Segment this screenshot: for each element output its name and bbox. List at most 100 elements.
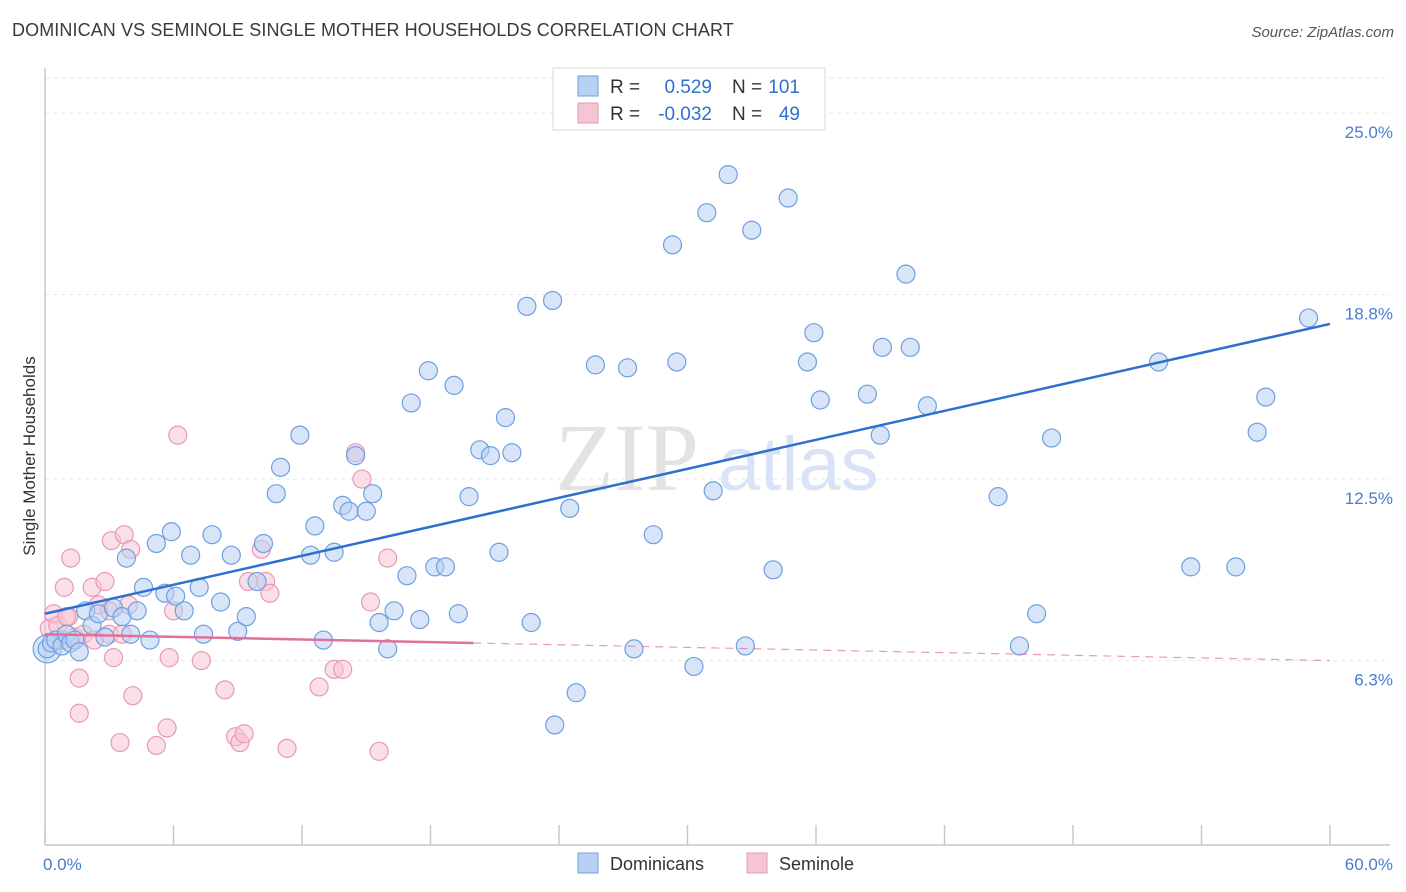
- seminole-point: [123, 686, 143, 706]
- dominicans-point: [146, 533, 166, 554]
- bottom-legend-seminole: Seminole: [779, 854, 854, 874]
- dominicans-point: [684, 656, 704, 677]
- seminole-point: [352, 469, 372, 489]
- dominicans-point: [418, 361, 438, 381]
- dominicans-point: [545, 715, 565, 735]
- dominicans-point: [305, 516, 325, 536]
- dominicans-point: [384, 601, 404, 621]
- seminole-point: [333, 659, 353, 679]
- dominicans-point: [1298, 308, 1319, 328]
- seminole-point: [215, 680, 235, 700]
- dominicans-point: [1026, 604, 1047, 624]
- seminole-point: [159, 648, 179, 668]
- watermark-atlas: atlas: [718, 422, 879, 507]
- y-tick-label: 12.5%: [1345, 489, 1393, 508]
- x-tick-label-max: 60.0%: [1345, 855, 1393, 874]
- dominicans-point: [624, 639, 644, 659]
- legend-r-value-2: -0.032: [658, 104, 712, 125]
- dominicans-point: [542, 290, 563, 311]
- dominicans-point: [667, 352, 687, 372]
- dominicans-point: [870, 425, 890, 445]
- trend-lines: [44, 322, 1331, 662]
- bottom-legend-swatch-dominicans: [577, 852, 599, 874]
- seminole-point: [360, 592, 381, 612]
- dominicans-point: [397, 566, 417, 586]
- dominicans-point: [810, 390, 830, 410]
- dominicans-point: [697, 203, 717, 223]
- dominicans-trend-line: [44, 322, 1331, 615]
- legend-n-value-1: 101: [768, 77, 800, 98]
- dominicans-point: [435, 557, 456, 577]
- dominicans-point: [121, 624, 141, 644]
- dominicans-point: [763, 560, 783, 580]
- dominicans-point: [872, 337, 892, 357]
- dominicans-point: [566, 683, 586, 703]
- dominicans-point: [718, 165, 738, 185]
- dominicans-point: [1041, 428, 1062, 448]
- dominicans-point: [378, 639, 398, 659]
- seminole-trend-line-extrapolated: [473, 642, 1331, 662]
- dominicans-point: [356, 501, 376, 521]
- dominicans-point: [662, 235, 683, 255]
- dominicans-point: [1247, 422, 1267, 442]
- dominicans-point: [345, 446, 366, 466]
- dominicans-point: [339, 501, 359, 521]
- seminole-point: [369, 741, 389, 761]
- dominicans-point: [228, 621, 248, 641]
- dominicans-point: [797, 352, 818, 372]
- dominicans-point: [401, 393, 421, 413]
- dominicans-point: [900, 337, 920, 357]
- bottom-legend-dominicans: Dominicans: [610, 854, 704, 874]
- seminole-point: [69, 703, 89, 723]
- seminole-point: [146, 735, 166, 756]
- seminole-point: [260, 583, 280, 603]
- dominicans-point: [459, 487, 479, 507]
- y-tick-label: 6.3%: [1354, 671, 1393, 690]
- seminole-point: [277, 738, 297, 758]
- seminole-point: [378, 548, 398, 568]
- dominicans-point: [116, 548, 136, 568]
- dominicans-point: [480, 446, 501, 466]
- dominicans-point: [174, 601, 194, 621]
- dominicans-point: [369, 612, 389, 633]
- y-tick-labels: 6.3% 12.5% 18.8% 25.0%: [1345, 123, 1393, 689]
- dominicans-point: [804, 323, 824, 343]
- legend-n-value-2: 49: [779, 104, 800, 125]
- dominicans-point: [489, 542, 509, 562]
- dominicans-points: [32, 165, 1319, 735]
- legend-top: R = 0.529 N = 101 R = -0.032 N = 49: [552, 67, 826, 131]
- legend-n-label-2: N =: [732, 104, 762, 125]
- dominicans-point: [236, 607, 256, 627]
- dominicans-point: [896, 264, 916, 284]
- dominicans-point: [410, 609, 430, 630]
- legend-swatch-blue: [577, 75, 599, 97]
- seminole-point: [168, 425, 188, 445]
- x-ticks: [44, 825, 1331, 845]
- dominicans-point: [703, 481, 723, 501]
- y-tick-label: 25.0%: [1345, 123, 1393, 142]
- seminole-point: [54, 577, 74, 597]
- dominicans-point: [270, 457, 291, 477]
- seminole-point: [110, 732, 130, 753]
- dominicans-point: [253, 533, 274, 554]
- dominicans-point: [211, 592, 231, 612]
- legend-r-label-2: R =: [610, 104, 640, 125]
- dominicans-point: [495, 407, 516, 428]
- dominicans-point: [161, 522, 181, 542]
- bottom-legend-swatch-seminole: [746, 852, 768, 874]
- seminole-point: [95, 571, 115, 592]
- seminole-point: [61, 548, 81, 568]
- y-axis-label: Single Mother Households: [20, 356, 39, 555]
- dominicans-point: [643, 525, 663, 545]
- seminole-point: [191, 650, 211, 671]
- dominicans-point: [444, 375, 464, 395]
- dominicans-point: [166, 586, 186, 606]
- dominicans-point: [247, 571, 267, 592]
- legend-bottom: Dominicans Seminole: [577, 852, 854, 874]
- dominicans-point: [857, 384, 878, 404]
- dominicans-point: [127, 601, 147, 621]
- dominicans-point: [742, 220, 762, 240]
- legend-r-label-1: R =: [610, 77, 640, 98]
- dominicans-point: [560, 498, 580, 518]
